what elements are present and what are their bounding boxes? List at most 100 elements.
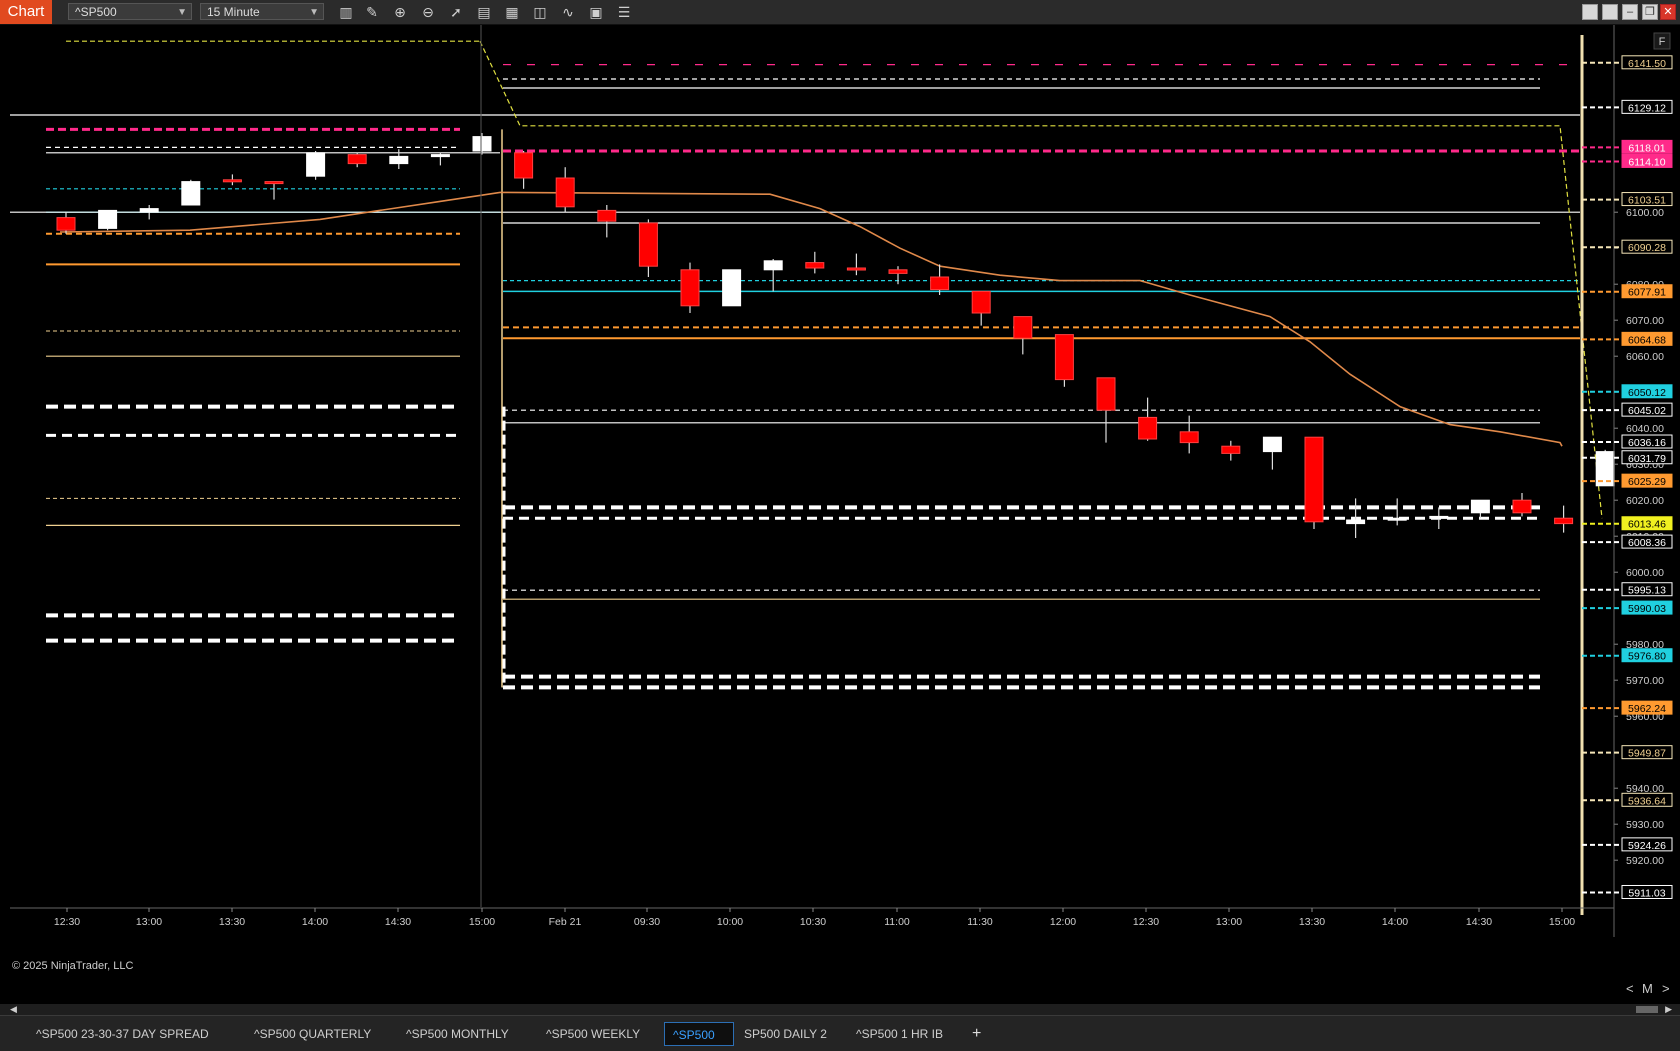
nav-next-button[interactable]: > bbox=[1662, 981, 1670, 996]
candle bbox=[888, 266, 908, 285]
candle bbox=[56, 212, 76, 234]
price-tag: 5949.87 bbox=[1582, 745, 1673, 760]
candle bbox=[597, 205, 617, 238]
y-tick-label: 5930.00 bbox=[1626, 819, 1664, 831]
candle bbox=[1429, 507, 1449, 529]
tab-1hr-ib[interactable]: ^SP500 1 HR IB bbox=[856, 1027, 944, 1041]
scroll-left-icon[interactable]: ◀ bbox=[10, 1004, 17, 1014]
scroll-right-icon[interactable]: ▶ bbox=[1665, 1004, 1672, 1014]
tile-icon[interactable] bbox=[1582, 4, 1598, 20]
candle bbox=[347, 152, 367, 168]
scroll-thumb[interactable] bbox=[1636, 1006, 1658, 1013]
candle-body bbox=[1221, 445, 1241, 454]
price-tag-box bbox=[1621, 55, 1673, 70]
tab-daily-2[interactable]: SP500 DAILY 2 bbox=[744, 1027, 827, 1041]
candle-series bbox=[56, 133, 1615, 538]
bar-type-icon[interactable]: ▥ bbox=[339, 4, 353, 20]
price-tag-label: 6036.16 bbox=[1628, 437, 1666, 449]
y-tick-label: 5940.00 bbox=[1626, 783, 1664, 795]
price-tag-label: 5995.13 bbox=[1628, 585, 1666, 597]
candle bbox=[430, 152, 450, 166]
candle-body bbox=[98, 209, 118, 229]
level-lines bbox=[10, 40, 1603, 690]
candle bbox=[763, 259, 783, 292]
minimize-icon[interactable]: – bbox=[1622, 4, 1638, 20]
horizontal-scrollbar[interactable]: ◀ ▶ bbox=[0, 1004, 1680, 1015]
price-tag: 6031.79 bbox=[1582, 450, 1673, 465]
price-tag-box bbox=[1621, 600, 1673, 615]
price-tag: 6077.91 bbox=[1582, 284, 1673, 299]
x-tick-label: Feb 21 bbox=[549, 916, 582, 928]
candle-body bbox=[389, 155, 409, 165]
price-tag-box bbox=[1621, 331, 1673, 346]
close-icon[interactable]: ✕ bbox=[1660, 4, 1676, 20]
chart-flag-box[interactable] bbox=[1653, 32, 1671, 50]
copyright-text: © 2025 NinjaTrader, LLC bbox=[12, 960, 133, 972]
tab-weekly[interactable]: ^SP500 WEEKLY bbox=[546, 1027, 641, 1041]
candle-body bbox=[1262, 436, 1282, 453]
data-box-icon[interactable]: ▤ bbox=[477, 4, 491, 20]
candle-body bbox=[722, 269, 742, 307]
candle bbox=[555, 167, 575, 213]
interval-selector[interactable]: 15 Minute ▼ bbox=[200, 3, 324, 20]
candle-body bbox=[430, 154, 450, 158]
price-tag-box bbox=[1621, 384, 1673, 399]
y-tick-label: 5980.00 bbox=[1626, 639, 1664, 651]
price-tag-label: 6141.50 bbox=[1628, 58, 1666, 70]
tab-sp500[interactable]: ^SP500 bbox=[664, 1022, 734, 1046]
candle-body bbox=[930, 276, 950, 291]
price-tag-box bbox=[1621, 139, 1673, 154]
pointer-icon[interactable]: ➚ bbox=[450, 4, 462, 20]
x-tick-label: 09:30 bbox=[634, 916, 660, 928]
candle-body bbox=[1554, 517, 1574, 525]
indicators-icon[interactable]: ◫ bbox=[533, 4, 547, 20]
x-tick-label: 12:30 bbox=[54, 916, 80, 928]
candle-body bbox=[1387, 517, 1407, 521]
tile-icon[interactable] bbox=[1602, 4, 1618, 20]
price-tag: 5962.24 bbox=[1582, 700, 1673, 715]
candle-body bbox=[472, 136, 492, 152]
restore-icon[interactable]: ❐ bbox=[1642, 4, 1658, 20]
properties-icon[interactable]: ▦ bbox=[505, 4, 519, 20]
nav-prev-button[interactable]: < bbox=[1626, 981, 1634, 996]
draw-pencil-icon[interactable]: ✎ bbox=[366, 4, 378, 20]
tab-quarterly[interactable]: ^SP500 QUARTERLY bbox=[254, 1027, 372, 1041]
nav-mode-button[interactable]: M bbox=[1642, 981, 1653, 996]
candle bbox=[181, 179, 201, 206]
candle-body bbox=[222, 179, 242, 183]
price-tag-label: 5924.26 bbox=[1628, 840, 1666, 852]
candle bbox=[389, 149, 409, 169]
x-tick-label: 13:00 bbox=[1216, 916, 1242, 928]
candle-body bbox=[139, 208, 159, 213]
tab-day-spread[interactable]: ^SP500 23-30-37 DAY SPREAD bbox=[36, 1027, 209, 1041]
price-chart[interactable]: 6100.006090.006080.006070.006060.006050.… bbox=[0, 25, 1680, 1005]
candle-body bbox=[638, 222, 658, 267]
list-icon[interactable]: ☰ bbox=[617, 4, 631, 20]
candle bbox=[1387, 498, 1407, 526]
instrument-selector[interactable]: ^SP500 ▼ bbox=[68, 3, 192, 20]
candle bbox=[1221, 440, 1241, 461]
price-tag: 6141.50 bbox=[1582, 55, 1673, 70]
price-tag-box bbox=[1621, 473, 1673, 488]
zoom-out-icon[interactable]: ⊖ bbox=[422, 4, 434, 20]
chart-window-tab[interactable]: Chart bbox=[0, 0, 52, 24]
candle bbox=[98, 209, 118, 231]
price-tag-label: 6114.10 bbox=[1628, 156, 1665, 168]
zoom-in-icon[interactable]: ⊕ bbox=[394, 4, 406, 20]
add-tab-button[interactable]: + bbox=[972, 1025, 982, 1042]
price-tag-box bbox=[1621, 534, 1673, 549]
price-tag-box bbox=[1621, 837, 1673, 852]
candle-body bbox=[1429, 515, 1449, 519]
templates-icon[interactable]: ▣ bbox=[589, 4, 603, 20]
price-tag-label: 5911.03 bbox=[1628, 887, 1665, 899]
strategies-icon[interactable]: ∿ bbox=[562, 4, 574, 20]
candle-body bbox=[1096, 377, 1116, 411]
moving-average bbox=[59, 191, 1563, 447]
price-tag-label: 6050.12 bbox=[1628, 387, 1666, 399]
price-tag-box bbox=[1621, 192, 1673, 207]
tab-monthly[interactable]: ^SP500 MONTHLY bbox=[406, 1027, 509, 1041]
candle bbox=[139, 205, 159, 220]
price-tag-box bbox=[1621, 792, 1673, 807]
ma-line bbox=[59, 191, 1563, 447]
price-tag-box bbox=[1621, 153, 1673, 168]
